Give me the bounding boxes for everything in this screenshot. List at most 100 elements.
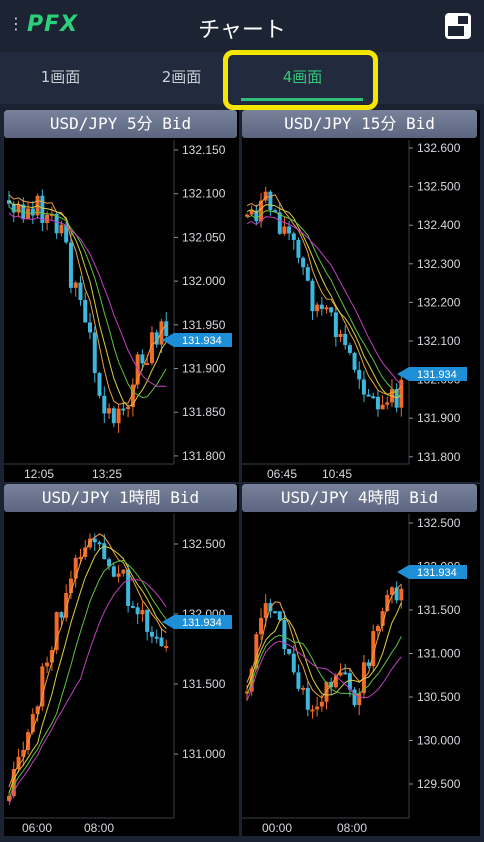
candle-body (315, 304, 320, 312)
moving-average-line (8, 533, 167, 788)
y-tick-label: 131.800 (417, 450, 461, 464)
candle-body (88, 322, 92, 333)
current-price-tag (174, 615, 232, 629)
candle-body (394, 587, 399, 601)
y-tick-label: 132.150 (182, 143, 226, 157)
candle-body (357, 369, 362, 380)
chart-area[interactable]: 132.500132.000131.500131.000130.500130.0… (242, 514, 480, 836)
candle-body (343, 333, 348, 346)
x-tick-label: 08:00 (337, 821, 367, 835)
candle-body (130, 605, 135, 608)
candle-body (249, 210, 254, 215)
y-tick-label: 129.500 (417, 777, 461, 791)
y-tick-label: 131.500 (182, 677, 226, 691)
candle-body (121, 408, 126, 411)
candle-body (111, 566, 116, 577)
candle-body (149, 332, 154, 364)
y-tick-label: 130.500 (417, 690, 461, 704)
y-tick-label: 132.000 (182, 274, 226, 288)
candle-body (83, 300, 88, 323)
candle-body (7, 200, 11, 204)
candle-body (102, 395, 107, 414)
candle-body (273, 611, 278, 614)
candle-body (296, 239, 301, 258)
candle-body (26, 208, 31, 220)
candle-body (249, 668, 254, 692)
candle-body (361, 662, 366, 694)
candle-body (301, 687, 306, 690)
candle-body (164, 321, 169, 336)
candle-body (291, 653, 296, 673)
candle-body (380, 611, 385, 627)
chart-title[interactable]: USD/JPY 5分 Bid (4, 110, 237, 138)
chart-area[interactable]: 132.150 132.100 132.050 132.000 131.950 131.9… (4, 140, 239, 482)
menu-dots-icon[interactable]: ⋮ (8, 14, 24, 33)
candle-body (149, 631, 154, 637)
price-pointer-icon (162, 333, 174, 347)
moving-average-line (8, 559, 167, 800)
candle-body (107, 408, 112, 414)
y-tick-label: 131.900 (182, 362, 226, 376)
y-tick-label: 132.400 (417, 218, 461, 232)
chart-area[interactable]: 132.600 132.500 132.400 132.300 132.200 132.1… (242, 140, 480, 482)
candle-body (338, 672, 343, 676)
chart-panel-5min[interactable]: USD/JPY 5分 Bid 132.150 132.100 132.050 132.… (4, 110, 239, 482)
candle-body (159, 637, 164, 647)
tab-2-screen[interactable]: 2画面 (161, 68, 202, 86)
moving-average-line (246, 210, 402, 398)
candle-body (399, 379, 404, 408)
tab-1-screen[interactable]: 1画面 (40, 68, 81, 86)
chart-panel-4hour[interactable]: USD/JPY 4時間 Bid 132.500132.000131.500131… (242, 484, 480, 836)
candle-body (277, 212, 282, 234)
y-tick-label: 132.600 (417, 141, 461, 155)
candle-body (380, 404, 385, 410)
candle-body (40, 195, 45, 223)
candle-body (296, 672, 301, 689)
candle-body (135, 607, 140, 615)
active-tab-indicator (241, 98, 363, 101)
current-price-tag (409, 367, 467, 381)
candle-body (111, 408, 116, 424)
candle-body (145, 363, 150, 366)
candle-body (140, 609, 145, 615)
chart-panel-15min[interactable]: USD/JPY 15分 Bid 132.600 132.500 132.400 132… (242, 110, 480, 482)
candle-body (78, 556, 83, 559)
chart-title[interactable]: USD/JPY 15分 Bid (242, 110, 477, 138)
candle-body (338, 333, 343, 338)
chart-title[interactable]: USD/JPY 4時間 Bid (242, 484, 477, 512)
moving-average-line (8, 206, 167, 399)
current-price-tag (409, 565, 467, 579)
candle-body (259, 617, 264, 635)
moving-average-line (246, 640, 402, 701)
moving-average-line (246, 194, 402, 395)
candle-body (366, 662, 371, 667)
moving-average-line (8, 545, 167, 794)
y-tick-label: 131.500 (417, 603, 461, 617)
candle-body (310, 709, 315, 712)
moving-average-line (8, 200, 167, 407)
candle-body (245, 214, 249, 217)
candle-body (54, 213, 59, 234)
candle-body (324, 681, 329, 702)
candle-body (126, 406, 131, 410)
chart-panel-1hour[interactable]: USD/JPY 1時間 Bid 132.500 132.000 131.500 131… (4, 484, 239, 836)
current-price-value: 131.934 (417, 369, 457, 381)
candle-body (305, 267, 310, 281)
tab-4-screen[interactable]: 4画面 (282, 68, 323, 86)
candle-body (333, 312, 338, 338)
chart-title[interactable]: USD/JPY 1時間 Bid (4, 484, 237, 512)
layout-switch-icon[interactable] (444, 12, 472, 40)
candle-body (263, 603, 268, 618)
candle-body (40, 666, 45, 707)
x-tick-label: 00:00 (262, 821, 292, 835)
x-tick-label: 06:00 (22, 821, 52, 835)
candle-body (59, 612, 64, 618)
candle-body (92, 332, 97, 374)
candle-body (347, 673, 352, 690)
candle-body (245, 691, 249, 694)
candle-body (49, 650, 54, 663)
candle-body (385, 402, 390, 405)
candle-body (389, 587, 394, 595)
moving-average-line (246, 216, 402, 386)
